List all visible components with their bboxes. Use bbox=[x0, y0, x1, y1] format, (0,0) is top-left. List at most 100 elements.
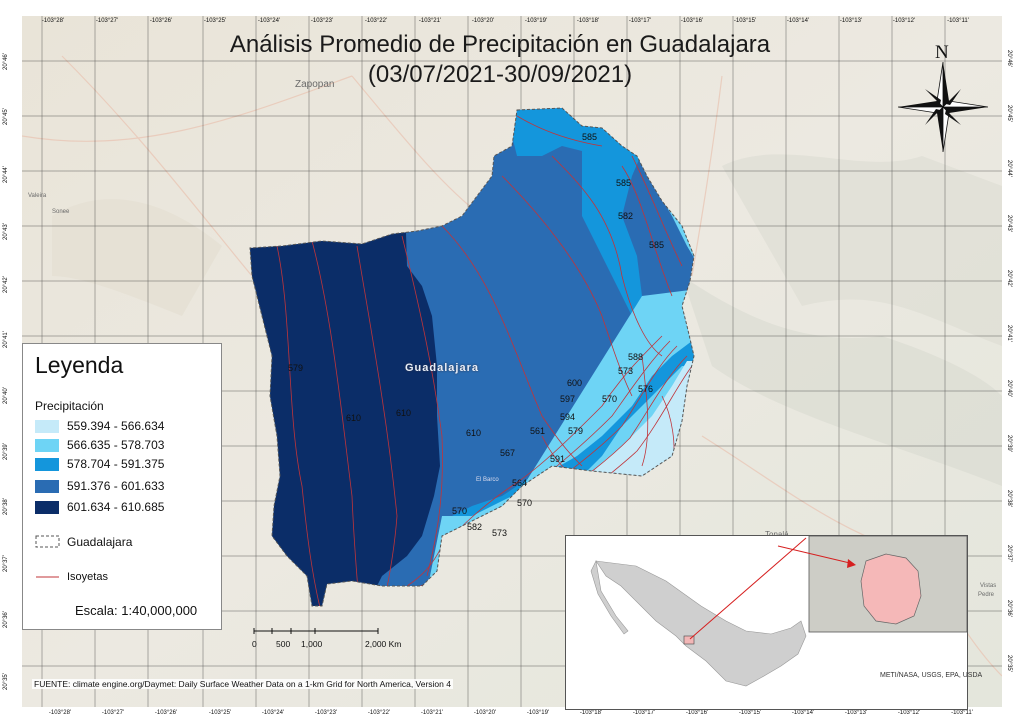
iso-label: 610 bbox=[466, 428, 481, 438]
iso-label: 588 bbox=[628, 352, 643, 362]
iso-label: 576 bbox=[638, 384, 653, 394]
iso-label: 585 bbox=[616, 178, 631, 188]
lon-tick: -103°16' bbox=[685, 710, 709, 716]
lat-tick: 20°41' bbox=[3, 331, 9, 348]
lon-tick: -103°25' bbox=[208, 710, 232, 716]
lat-tick: 20°39' bbox=[1006, 435, 1012, 452]
lon-tick: -103°20' bbox=[473, 710, 497, 716]
lon-tick: -103°18' bbox=[579, 710, 603, 716]
map-title-line-2: (03/07/2021-30/09/2021) bbox=[367, 61, 633, 88]
lat-tick: 20°44' bbox=[3, 166, 9, 183]
lat-tick: 20°45' bbox=[1006, 105, 1012, 122]
precipitation-raster[interactable]: 585 585 582 585 579 610 610 610 600 597 … bbox=[22, 16, 1002, 707]
legend-item-isolines: Isoyetas bbox=[35, 569, 108, 585]
legend-item-label: 591.376 - 601.633 bbox=[67, 479, 165, 493]
scale-text: Escala: 1:40,000,000 bbox=[75, 603, 198, 618]
lon-tick: -103°13' bbox=[844, 710, 868, 716]
iso-label: 585 bbox=[582, 132, 597, 142]
legend-item-label: 566.635 - 578.703 bbox=[67, 438, 165, 452]
guadalajara-boundary bbox=[249, 107, 695, 607]
lat-tick: 20°39' bbox=[3, 443, 9, 460]
iso-label: 591 bbox=[550, 454, 565, 464]
lat-tick: 20°36' bbox=[3, 611, 9, 628]
iso-label: 564 bbox=[512, 478, 527, 488]
lon-tick: -103°23' bbox=[314, 710, 338, 716]
isoline-swatch-icon bbox=[36, 576, 59, 578]
iso-label: 579 bbox=[568, 426, 583, 436]
lon-tick: -103°19' bbox=[526, 710, 550, 716]
lat-tick: 20°43' bbox=[1006, 215, 1012, 232]
zone-601-610[interactable] bbox=[222, 96, 440, 616]
legend-swatch bbox=[35, 457, 59, 471]
inset-map bbox=[565, 535, 968, 710]
lon-tick: -103°16' bbox=[680, 18, 704, 24]
legend-item-label: 559.394 - 566.634 bbox=[67, 419, 165, 433]
lat-tick: 20°38' bbox=[1006, 490, 1012, 507]
lat-tick: 20°45' bbox=[3, 108, 9, 125]
place-label-el-barco: El Barco bbox=[476, 477, 499, 483]
map-title-line-1: Análisis Promedio de Precipitación en Gu… bbox=[229, 31, 771, 58]
place-label-vistas: Vistas bbox=[980, 583, 997, 589]
place-label-valeira: Valeira bbox=[28, 193, 47, 199]
basemap-credit: METI/NASA, USGS, EPA, USDA bbox=[880, 672, 983, 679]
lon-tick: -103°12' bbox=[897, 710, 921, 716]
north-arrow-icon bbox=[898, 61, 988, 153]
legend-item-label: Isoyetas bbox=[67, 571, 108, 583]
legend-swatch bbox=[35, 419, 59, 433]
lat-tick: 20°46' bbox=[3, 53, 9, 70]
lon-tick: -103°21' bbox=[420, 710, 444, 716]
legend-item-label: 601.634 - 610.685 bbox=[67, 500, 165, 514]
lon-tick: -103°28' bbox=[48, 710, 72, 716]
lat-tick: 20°41' bbox=[1006, 325, 1012, 342]
iso-label: 600 bbox=[567, 378, 582, 388]
place-label-sonee: Sonee bbox=[52, 209, 70, 215]
lon-tick: -103°26' bbox=[149, 18, 173, 24]
lon-tick: -103°15' bbox=[738, 710, 762, 716]
lat-tick: 20°38' bbox=[3, 498, 9, 515]
lon-tick: -103°20' bbox=[471, 18, 495, 24]
legend-item-label: Guadalajara bbox=[67, 535, 133, 549]
iso-label: 573 bbox=[492, 528, 507, 538]
lon-tick: -103°27' bbox=[101, 710, 125, 716]
lon-tick: -103°15' bbox=[733, 18, 757, 24]
iso-label: 594 bbox=[560, 412, 575, 422]
legend-item-class-3: 578.704 - 591.375 bbox=[35, 456, 164, 472]
lon-tick: -103°17' bbox=[628, 18, 652, 24]
source-note: FUENTE: climate engine.org/Daymet: Daily… bbox=[32, 679, 453, 689]
scale-tick-label: 500 bbox=[276, 639, 290, 649]
isoline-labels: 585 585 582 585 579 610 610 610 600 597 … bbox=[288, 132, 664, 538]
legend-swatch bbox=[35, 479, 59, 493]
legend-swatch bbox=[35, 500, 59, 514]
lon-tick: -103°18' bbox=[576, 18, 600, 24]
scale-tick-label: 0 bbox=[252, 639, 257, 649]
iso-label: 610 bbox=[396, 408, 411, 418]
locator-line bbox=[689, 537, 807, 640]
lat-tick: 20°36' bbox=[1006, 600, 1012, 617]
lat-tick: 20°40' bbox=[3, 387, 9, 404]
guadalajara-highlight bbox=[860, 553, 922, 625]
iso-label: 573 bbox=[618, 366, 633, 376]
legend-item-class-1: 559.394 - 566.634 bbox=[35, 418, 164, 434]
iso-label: 585 bbox=[649, 240, 664, 250]
north-label: N bbox=[935, 42, 949, 63]
legend-title: Leyenda bbox=[35, 352, 124, 378]
scale-tick-label: 2,000 Km bbox=[365, 639, 401, 649]
legend-swatch bbox=[35, 438, 59, 452]
iso-label: 570 bbox=[602, 394, 617, 404]
legend-subtitle: Precipitación bbox=[35, 399, 104, 413]
scale-bar: 0 500 1,000 2,000 Km bbox=[252, 628, 401, 649]
lon-tick: -103°19' bbox=[524, 18, 548, 24]
lat-tick: 20°42' bbox=[3, 276, 9, 293]
lat-tick: 20°42' bbox=[1006, 270, 1012, 287]
lon-tick: -103°14' bbox=[786, 18, 810, 24]
lon-tick: -103°23' bbox=[310, 18, 334, 24]
legend-item-label: 578.704 - 591.375 bbox=[67, 457, 165, 471]
lon-tick: -103°27' bbox=[95, 18, 119, 24]
boundary-swatch-icon bbox=[35, 535, 60, 548]
iso-label: 597 bbox=[560, 394, 575, 404]
lat-tick: 20°35' bbox=[1006, 655, 1012, 672]
legend-item-class-4: 591.376 - 601.633 bbox=[35, 478, 164, 494]
iso-label: 567 bbox=[500, 448, 515, 458]
inset-map-graphic bbox=[566, 535, 968, 709]
